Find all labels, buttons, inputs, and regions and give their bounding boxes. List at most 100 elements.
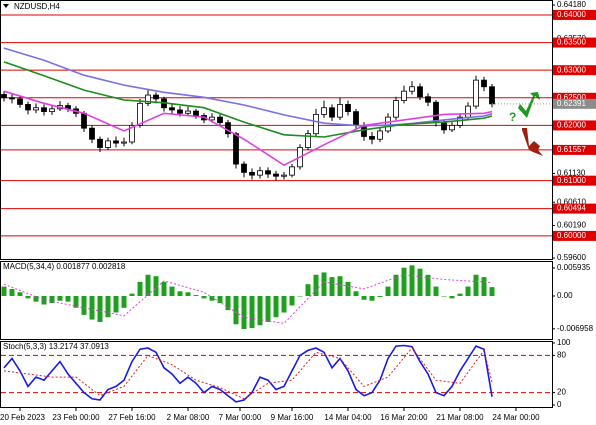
macd-bar [169,286,175,297]
annotation: ? [509,110,516,124]
candle-body [433,101,439,124]
indicator-line [3,344,493,403]
candle-body [393,100,399,118]
candle-body [121,141,127,144]
y-tick-label: 0 [557,400,562,409]
x-tick-label: 7 Mar 00:00 [219,413,262,422]
x-tick-label: 21 Mar 08:00 [436,413,484,422]
y-tick-label: 0.60610 [557,197,586,206]
macd-bar [41,296,47,305]
level-label-box [553,230,596,241]
macd-bar [425,274,431,297]
panel-title: MACD(5,34,4) 0.001877 0.002818 [3,262,126,271]
x-tick-label: 14 Mar 04:00 [324,413,372,422]
macd-bar [121,296,127,308]
up-arrow [518,92,540,118]
candle-body [385,116,391,132]
macd-bar [313,274,319,297]
level-label-box [553,65,596,76]
candle-body [257,170,263,176]
candle-body [17,98,23,105]
y-tick-label: -0.006958 [557,324,594,333]
macd-bar [81,296,87,315]
candle-body [425,96,431,103]
candle-body [9,97,15,100]
candle-body [249,171,255,176]
x-tick-label: 20 Feb 2023 [0,413,45,422]
level-label: 0.60000 [557,231,586,240]
macd-bar [329,277,335,297]
candle-body [481,79,487,88]
down-arrow [522,128,543,156]
y-tick-label: 0.59600 [557,253,586,262]
macd-bar [393,274,399,297]
level-label: 0.64000 [557,10,586,19]
stoch-panel [0,341,553,408]
macd-panel [0,261,553,340]
macd-bar [33,296,39,302]
y-tick-label: 100 [557,338,571,347]
price-panel [0,0,553,260]
level-label: 0.60494 [557,204,586,213]
macd-bar [321,272,327,297]
indicator-line [3,90,493,167]
indicator-line [3,61,493,138]
candle-body [441,122,447,131]
macd-bar [465,286,471,297]
level-label: 0.63500 [557,38,586,47]
macd-bar [9,288,15,297]
y-tick-label: 0.60190 [557,221,586,230]
y-tick-label: 20 [557,388,566,397]
candle-body [25,104,31,111]
macd-bar [353,291,359,297]
level-label-box [553,37,596,48]
candle-body [369,136,375,140]
candle-body [401,90,407,101]
macd-bar [265,296,271,322]
candle-body [217,116,223,124]
candle-body [49,108,55,113]
macd-bar [257,296,263,326]
level-label: 0.61557 [557,145,586,154]
macd-bar [489,287,495,297]
macd-bar [129,293,135,297]
y-tick-label: 0.61130 [557,169,586,178]
macd-bar [89,296,95,320]
macd-bar [97,296,103,322]
macd-bar [177,291,183,297]
candle-body [329,107,335,118]
level-label-box [553,92,596,103]
macd-bar [345,281,351,297]
candle-body [345,104,351,113]
candle-body [105,140,111,148]
candle-body [321,107,327,115]
x-tick-label: 16 Mar 20:00 [380,413,428,422]
macd-bar [57,296,63,301]
candle-body [489,86,495,105]
macd-bar [209,296,215,301]
macd-bar [297,296,303,297]
macd-bar [369,296,375,301]
macd-bar [193,295,199,297]
candle-body [1,94,7,99]
macd-bar [65,296,71,302]
last-price-box [553,98,596,109]
macd-bar [481,277,487,297]
menu-triangle [3,4,9,8]
panel-title: NZDUSD,H4 [14,2,60,11]
macd-bar [145,274,151,297]
candle-body [233,133,239,165]
macd-bar [25,296,31,299]
level-label: 0.62500 [557,93,586,102]
level-label: 0.62000 [557,121,586,130]
macd-bar [217,296,223,304]
candle-body [41,107,47,113]
macd-bar [225,296,231,311]
level-label-box [553,9,596,20]
macd-bar [337,276,343,297]
macd-bar [305,284,311,297]
candle-body [465,105,471,118]
macd-bar [473,274,479,297]
candle-body [265,170,271,175]
level-label: 0.63000 [557,65,586,74]
